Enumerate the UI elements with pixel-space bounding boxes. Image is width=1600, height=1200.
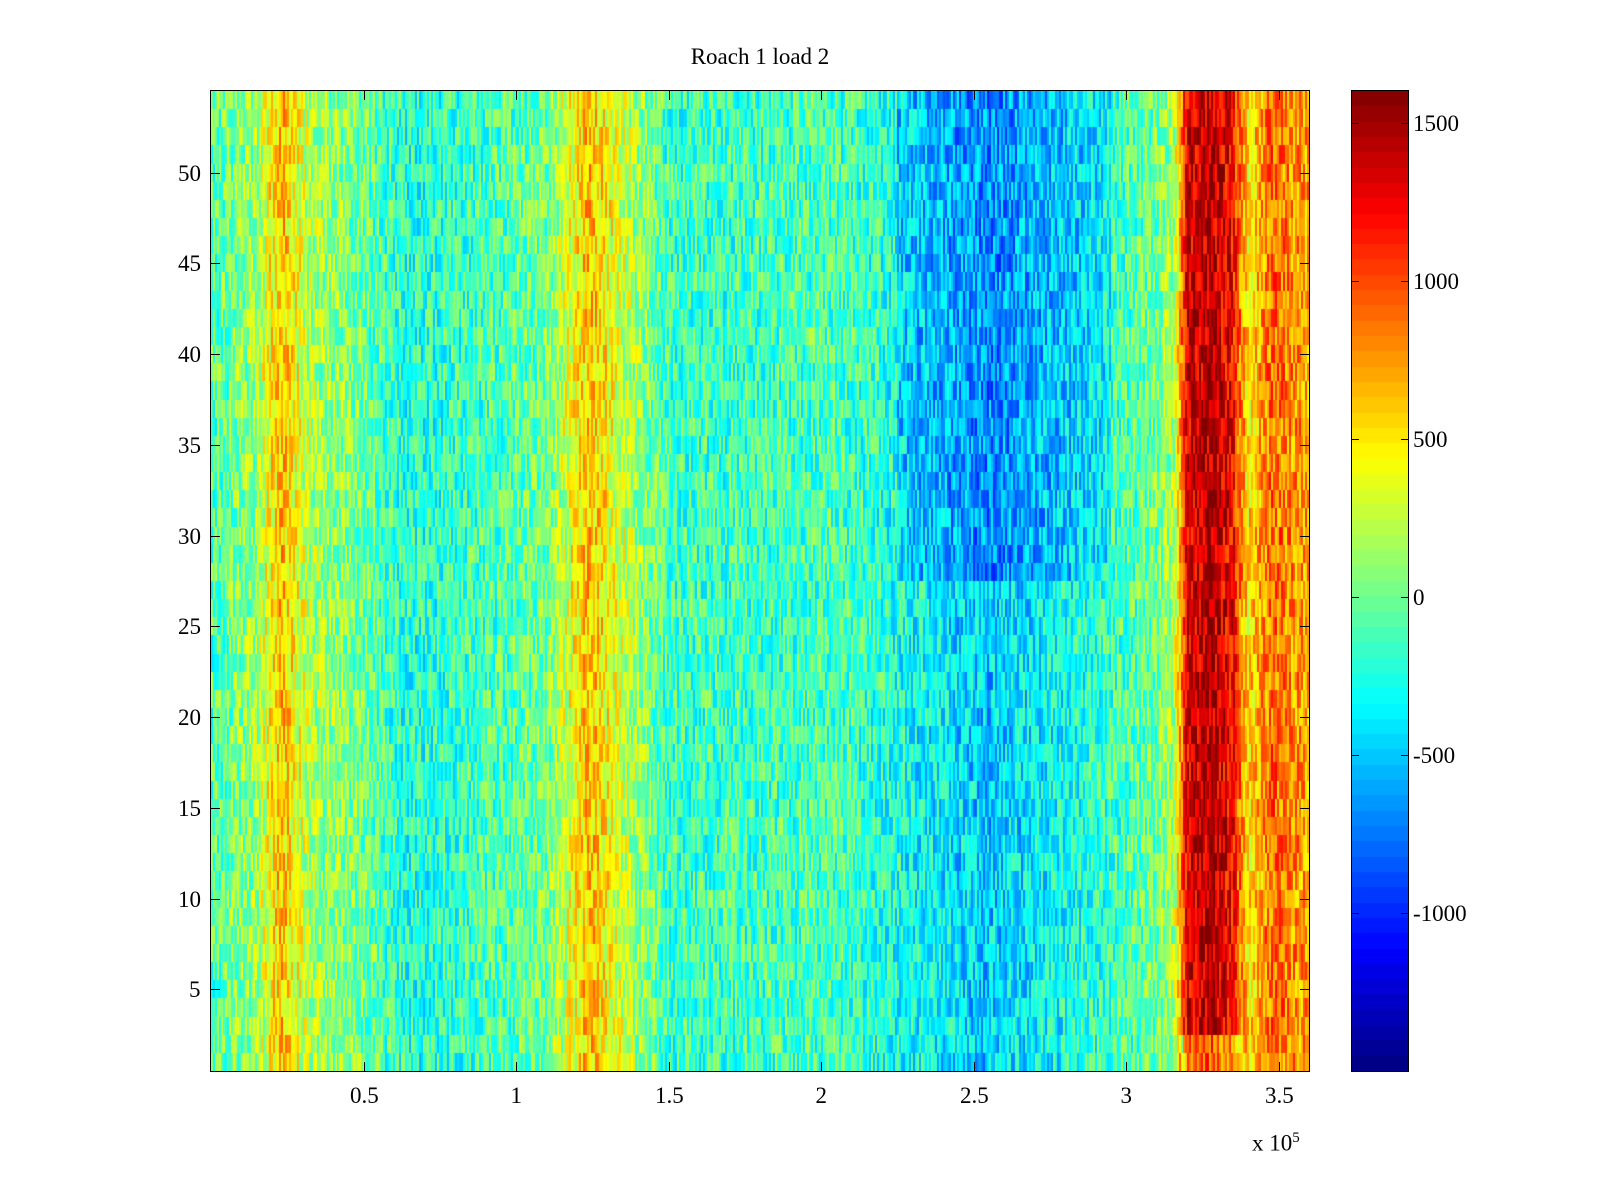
colorbar-tick-label: 500	[1413, 427, 1448, 452]
y-tick-label: 25	[178, 614, 201, 639]
x-tick-label: 1.5	[655, 1082, 684, 1108]
y-tick-label: 20	[178, 705, 201, 730]
y-tick-label: 5	[189, 977, 201, 1002]
x-tick-label: 3.5	[1265, 1082, 1294, 1108]
x-tick-label: 0.5	[350, 1082, 379, 1108]
colorbar-area	[1351, 90, 1409, 1072]
colorbar-gradient	[1352, 91, 1408, 1071]
heatmap-image	[211, 91, 1309, 1071]
x-multiplier-exponent: 5	[1292, 1130, 1300, 1146]
x-tick-label: 1	[510, 1082, 523, 1108]
colorbar-tick-label: 1000	[1413, 269, 1459, 294]
colorbar-tick-label: -1000	[1413, 901, 1467, 926]
colorbar-tick-label: 0	[1413, 585, 1425, 610]
x-tick-label: 3	[1120, 1082, 1133, 1108]
x-multiplier-base: x 10	[1252, 1130, 1293, 1156]
x-tick-label: 2.5	[960, 1082, 989, 1108]
y-tick-label: 35	[178, 433, 201, 458]
colorbar-tick-label: 1500	[1413, 111, 1459, 136]
chart-title: Roach 1 load 2	[690, 44, 830, 69]
x-tick-label: 2	[815, 1082, 828, 1108]
y-tick-label: 45	[178, 251, 201, 276]
y-tick-label: 40	[178, 342, 201, 367]
colorbar-tick-label: -500	[1413, 743, 1456, 768]
y-tick-label: 30	[178, 524, 201, 549]
heatmap-plot-area	[210, 90, 1310, 1072]
y-tick-label: 50	[178, 161, 201, 186]
y-tick-label: 10	[178, 887, 201, 912]
y-tick-label: 15	[178, 796, 201, 821]
x-axis-multiplier: x 105	[1252, 1130, 1300, 1157]
